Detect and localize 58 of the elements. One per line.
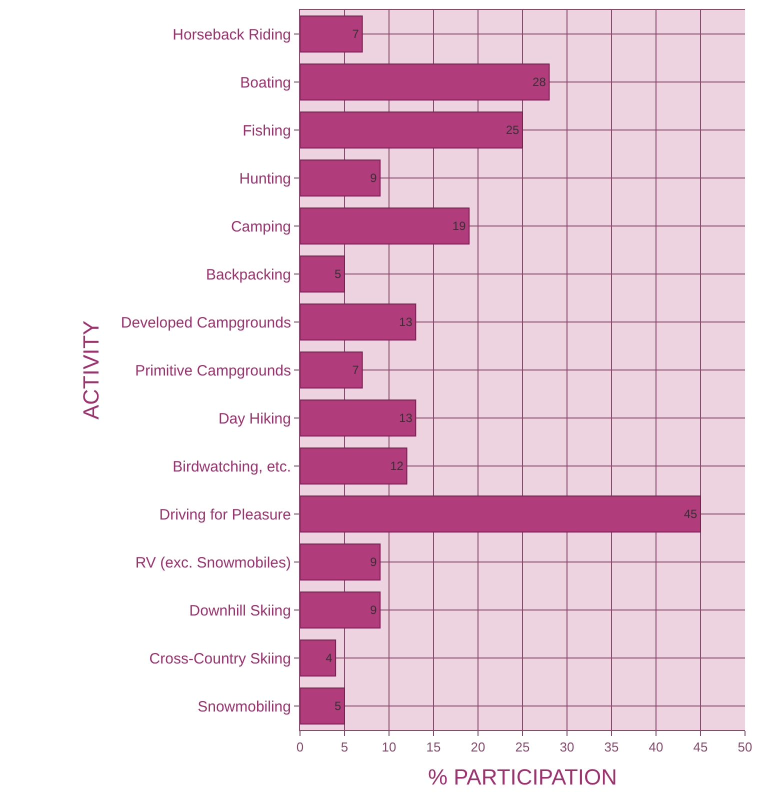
data-label: 45 [684,507,698,521]
bar [300,496,701,532]
bar [300,304,416,340]
x-tick-label: 50 [738,740,752,755]
data-label: 12 [390,459,404,473]
data-label: 9 [370,555,378,569]
y-tick-label: Boating [240,74,291,92]
y-tick-label: RV (exc. Snowmobiles) [135,554,291,572]
x-tick-label: 10 [382,740,396,755]
y-tick-label: Birdwatching, etc. [172,458,291,476]
y-tick-label: Camping [230,218,291,236]
bar [300,640,336,676]
x-tick-label: 30 [560,740,574,755]
y-tick-label: Fishing [242,122,291,140]
data-label: 13 [399,411,413,425]
y-tick-label: Cross-Country Skiing [149,650,291,668]
y-tick-label: Hunting [239,170,291,188]
data-label: 9 [370,603,378,617]
x-tick-label: 20 [470,740,486,755]
data-label: 13 [399,315,413,329]
data-label: 4 [326,651,333,665]
x-tick-label: 5 [340,740,348,755]
data-label: 9 [370,171,378,185]
bar [300,400,416,436]
data-label: 19 [452,219,466,233]
data-label: 7 [352,27,360,41]
y-tick-label: Primitive Campgrounds [135,362,291,380]
bar [300,688,345,724]
y-tick-label: Horseback Riding [172,26,291,44]
y-tick-label: Downhill Skiing [189,602,291,620]
data-label: 25 [506,123,520,137]
x-axis-title: % PARTICIPATION [428,764,618,790]
y-tick-label: Driving for Pleasure [159,506,291,524]
bar [300,352,363,388]
bar [300,16,363,52]
bar [300,544,381,580]
x-tick-label: 45 [693,740,708,755]
data-label: 5 [334,267,342,281]
y-tick-label: Snowmobiling [198,698,291,716]
y-axis-title: ACTIVITY [78,320,104,420]
y-tick-label: Backpacking [206,266,291,284]
bar [300,256,345,292]
y-tick-label: Day Hiking [218,410,291,428]
bar [300,160,381,196]
x-tick-label: 25 [515,740,530,755]
data-label: 28 [532,75,546,89]
bar [300,112,523,148]
data-label: 5 [334,699,342,713]
x-tick-label: 40 [648,740,664,755]
bar [300,64,550,100]
bar [300,448,408,484]
y-tick-label: Developed Campgrounds [120,314,291,332]
bar [300,208,470,244]
x-tick-label: 0 [296,740,304,755]
bar [300,592,381,628]
data-label: 7 [352,363,360,377]
x-tick-label: 35 [604,740,619,755]
x-tick-label: 15 [426,740,441,755]
